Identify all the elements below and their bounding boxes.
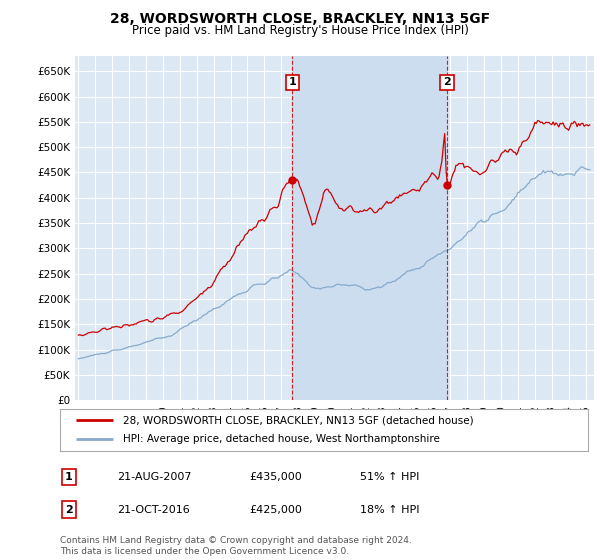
Text: 51% ↑ HPI: 51% ↑ HPI bbox=[360, 472, 419, 482]
Text: 1: 1 bbox=[65, 472, 73, 482]
Text: Price paid vs. HM Land Registry's House Price Index (HPI): Price paid vs. HM Land Registry's House … bbox=[131, 24, 469, 37]
Text: Contains HM Land Registry data © Crown copyright and database right 2024.
This d: Contains HM Land Registry data © Crown c… bbox=[60, 536, 412, 556]
Text: 21-OCT-2016: 21-OCT-2016 bbox=[117, 505, 190, 515]
Text: 28, WORDSWORTH CLOSE, BRACKLEY, NN13 5GF: 28, WORDSWORTH CLOSE, BRACKLEY, NN13 5GF bbox=[110, 12, 490, 26]
Bar bbox=[292, 56, 447, 400]
Text: £435,000: £435,000 bbox=[249, 472, 302, 482]
Text: 21-AUG-2007: 21-AUG-2007 bbox=[117, 472, 191, 482]
Text: HPI: Average price, detached house, West Northamptonshire: HPI: Average price, detached house, West… bbox=[124, 435, 440, 445]
Text: 18% ↑ HPI: 18% ↑ HPI bbox=[360, 505, 419, 515]
Text: 1: 1 bbox=[289, 77, 296, 87]
Text: £425,000: £425,000 bbox=[249, 505, 302, 515]
Text: 2: 2 bbox=[443, 77, 451, 87]
Text: 28, WORDSWORTH CLOSE, BRACKLEY, NN13 5GF (detached house): 28, WORDSWORTH CLOSE, BRACKLEY, NN13 5GF… bbox=[124, 415, 474, 425]
Text: 2: 2 bbox=[65, 505, 73, 515]
